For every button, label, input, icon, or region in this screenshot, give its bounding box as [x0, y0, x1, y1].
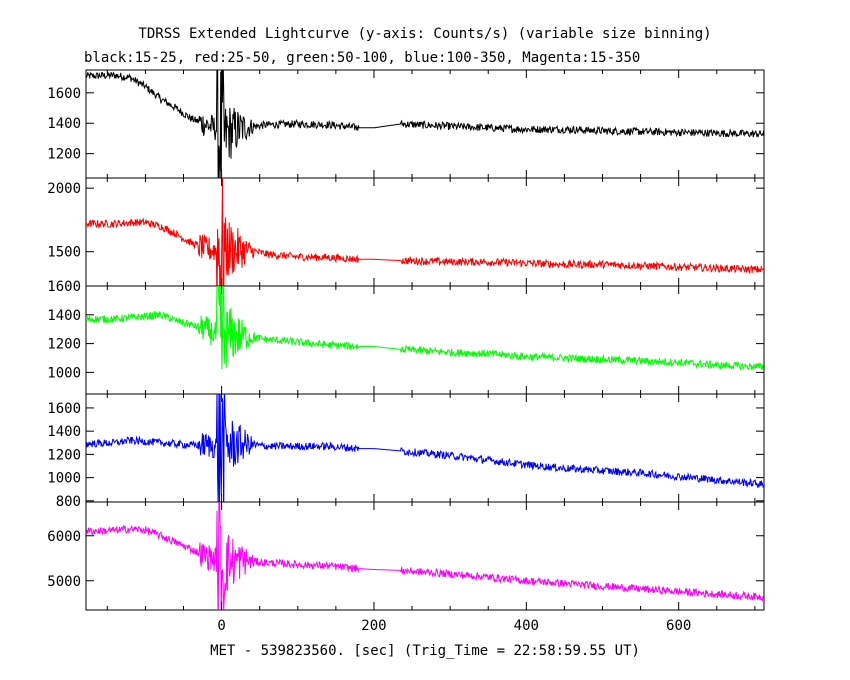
y-tick-label: 800: [56, 494, 81, 510]
panel-2: 1000 1200 1400 1600: [47, 279, 765, 395]
y-tick-label: 1000: [47, 471, 81, 487]
x-tick-label: 600: [666, 618, 691, 634]
panel-1: 1500 2000: [47, 177, 765, 287]
panel-frame: [85, 177, 765, 287]
y-tick-label: 2000: [47, 181, 81, 197]
chart-title: TDRSS Extended Lightcurve (y-axis: Count…: [138, 26, 711, 42]
y-tick-label: 1400: [47, 116, 81, 132]
series-line-4: [86, 502, 764, 610]
y-tick-label: 1200: [47, 337, 81, 353]
x-tick-label: 0: [217, 618, 225, 634]
y-tick-label: 5000: [47, 574, 81, 590]
y-tick-label: 1600: [47, 279, 81, 295]
panel-frame: [85, 285, 765, 395]
y-tick-label: 1400: [47, 424, 81, 440]
x-tick-label: 400: [514, 618, 539, 634]
series-line-2: [86, 286, 764, 371]
y-tick-label: 1400: [47, 308, 81, 324]
panel-3: 800 1000 1200 1400 1600: [47, 393, 765, 510]
panels-group: 1200140016001500200010001200140016008001…: [47, 69, 765, 634]
y-tick-label: 6000: [47, 529, 81, 545]
x-tick-label: 200: [361, 618, 386, 634]
panel-frame: [85, 393, 765, 503]
y-tick-label: 1600: [47, 401, 81, 417]
y-tick-label: 1600: [47, 86, 81, 102]
y-tick-label: 1200: [47, 147, 81, 163]
x-axis-label: MET - 539823560. [sec] (Trig_Time = 22:5…: [210, 643, 640, 659]
series-line-3: [86, 394, 764, 502]
series-line-0: [86, 70, 764, 178]
panel-4: 5000 6000: [47, 501, 765, 611]
y-tick-label: 1200: [47, 447, 81, 463]
series-line-1: [86, 178, 764, 286]
y-tick-label: 1500: [47, 245, 81, 261]
y-tick-label: 1000: [47, 365, 81, 381]
panel-frame: [85, 501, 765, 611]
panel-0: 1200 1400 1600: [47, 69, 765, 179]
chart-subtitle: black:15-25, red:25-50, green:50-100, bl…: [84, 50, 640, 66]
